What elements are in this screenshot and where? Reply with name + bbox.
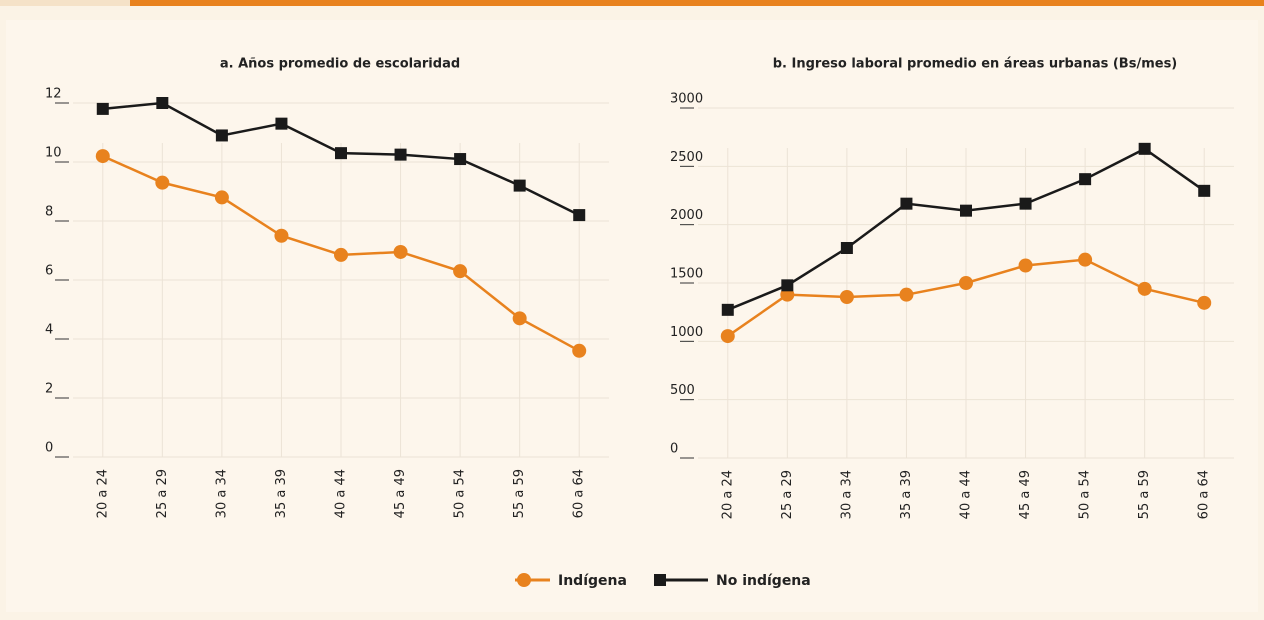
y-tick-label: 1500 bbox=[670, 267, 703, 282]
marker bbox=[960, 204, 972, 217]
marker bbox=[959, 276, 973, 290]
y-tick-label: 500 bbox=[670, 383, 695, 398]
x-tick-label: 40 a 44 bbox=[334, 469, 349, 518]
y-tick-label: 4 bbox=[45, 323, 53, 338]
marker bbox=[1079, 173, 1092, 186]
legend-label: Indígena bbox=[558, 573, 627, 589]
x-tick-label: 40 a 44 bbox=[959, 470, 974, 519]
x-tick-label: 60 a 64 bbox=[1197, 470, 1212, 519]
chart-title: a. Años promedio de escolaridad bbox=[220, 57, 460, 72]
x-tick-label: 45 a 49 bbox=[393, 469, 408, 518]
x-tick-label: 45 a 49 bbox=[1018, 470, 1033, 519]
marker bbox=[393, 244, 408, 259]
marker bbox=[573, 209, 586, 222]
x-tick-label: 25 a 29 bbox=[155, 469, 170, 518]
x-tick-label: 50 a 54 bbox=[1078, 470, 1093, 519]
legend-marker bbox=[654, 574, 666, 586]
marker bbox=[1197, 295, 1212, 310]
y-tick-label: 2 bbox=[45, 382, 53, 397]
marker bbox=[513, 179, 526, 192]
marker bbox=[1019, 197, 1032, 210]
y-tick-label: 10 bbox=[45, 146, 62, 161]
y-tick-label: 0 bbox=[670, 442, 678, 457]
marker bbox=[1198, 184, 1211, 197]
panel bbox=[6, 20, 1258, 612]
y-tick-label: 1000 bbox=[670, 325, 703, 340]
x-tick-label: 35 a 39 bbox=[899, 470, 914, 519]
x-tick-label: 30 a 34 bbox=[839, 470, 854, 519]
legend-marker bbox=[517, 573, 531, 587]
marker bbox=[334, 247, 348, 262]
y-tick-label: 3000 bbox=[670, 92, 703, 107]
marker bbox=[572, 343, 587, 358]
marker bbox=[214, 190, 229, 205]
marker bbox=[1138, 142, 1151, 155]
marker bbox=[1018, 258, 1033, 273]
x-tick-label: 20 a 24 bbox=[720, 470, 735, 519]
y-tick-label: 6 bbox=[45, 264, 53, 279]
legend-label: No indígena bbox=[716, 573, 811, 589]
marker bbox=[335, 147, 347, 160]
marker bbox=[274, 228, 289, 243]
x-tick-label: 30 a 34 bbox=[214, 469, 229, 518]
marker bbox=[840, 242, 853, 254]
top-tab bbox=[0, 0, 130, 6]
top-strip bbox=[0, 0, 1264, 6]
marker bbox=[394, 148, 407, 161]
marker bbox=[1137, 281, 1152, 296]
x-tick-label: 35 a 39 bbox=[274, 469, 289, 518]
marker bbox=[156, 97, 169, 109]
marker bbox=[1078, 252, 1093, 267]
x-tick-label: 20 a 24 bbox=[95, 469, 110, 518]
y-tick-label: 2000 bbox=[670, 208, 703, 223]
marker bbox=[512, 311, 527, 326]
x-tick-label: 55 a 59 bbox=[512, 469, 527, 518]
y-tick-label: 8 bbox=[45, 205, 53, 220]
marker bbox=[275, 117, 288, 130]
marker bbox=[899, 287, 914, 302]
chart-title: b. Ingreso laboral promedio en áreas urb… bbox=[773, 57, 1178, 72]
marker bbox=[215, 129, 228, 142]
marker bbox=[781, 279, 794, 292]
x-tick-label: 55 a 59 bbox=[1137, 470, 1152, 519]
marker bbox=[900, 197, 913, 210]
y-tick-label: 0 bbox=[45, 441, 53, 456]
marker bbox=[454, 153, 467, 166]
marker bbox=[96, 102, 109, 115]
marker bbox=[720, 329, 735, 344]
marker bbox=[839, 290, 854, 304]
x-tick-label: 50 a 54 bbox=[453, 469, 468, 518]
x-tick-label: 25 a 29 bbox=[780, 470, 795, 519]
x-tick-label: 60 a 64 bbox=[572, 469, 587, 518]
marker bbox=[95, 149, 110, 164]
marker bbox=[721, 303, 734, 316]
marker bbox=[453, 264, 468, 279]
y-tick-label: 12 bbox=[45, 87, 62, 102]
marker bbox=[155, 175, 170, 190]
y-tick-label: 2500 bbox=[670, 150, 703, 165]
